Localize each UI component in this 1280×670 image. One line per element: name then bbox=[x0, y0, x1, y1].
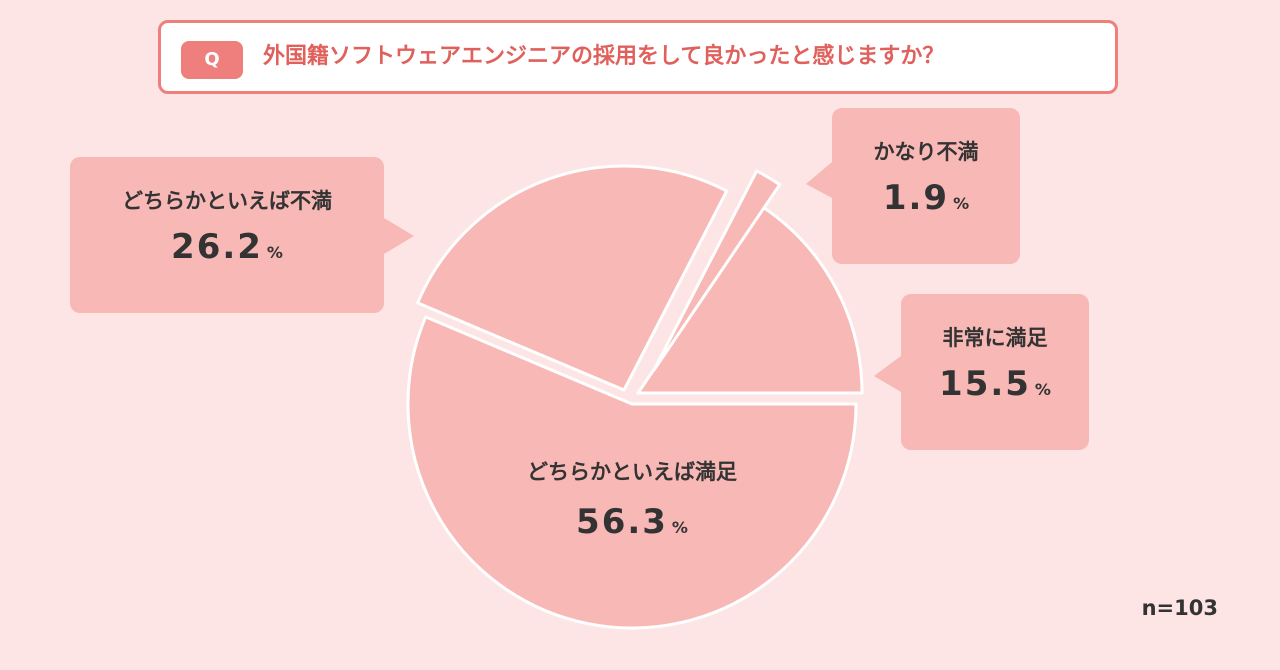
slice-label-very-satisfied: 非常に満足 bbox=[942, 326, 1048, 350]
callout-pointer-quite-dissatisfied bbox=[806, 162, 832, 198]
callout-very-satisfied: 非常に満足 15.5% bbox=[901, 294, 1089, 450]
pie-slice-somewhat-satisfied bbox=[406, 315, 858, 630]
slice-value-somewhat-dissatisfied: 26.2% bbox=[171, 227, 283, 267]
pie-slice-quite-dissatisfied bbox=[652, 169, 782, 372]
pie-slice-somewhat-dissatisfied bbox=[416, 164, 729, 392]
callout-quite-dissatisfied: かなり不満 1.9% bbox=[832, 108, 1020, 264]
pie-slice-very-satisfied bbox=[636, 206, 864, 395]
callout-pointer-very-satisfied bbox=[874, 356, 901, 392]
slice-label-quite-dissatisfied: かなり不満 bbox=[873, 140, 979, 164]
inside-label-somewhat-satisfied: どちらかといえば満足 56.3% bbox=[462, 456, 802, 542]
callout-somewhat-dissatisfied: どちらかといえば不満 26.2% bbox=[70, 157, 384, 313]
question-badge: Q bbox=[181, 41, 243, 79]
sample-size: n=103 bbox=[1141, 596, 1218, 620]
slice-value-quite-dissatisfied: 1.9% bbox=[882, 178, 970, 218]
slice-value-somewhat-satisfied: 56.3% bbox=[576, 502, 688, 542]
pie-slices bbox=[406, 164, 864, 630]
callout-pointer-somewhat-dissatisfied bbox=[384, 218, 414, 254]
question-box: Q 外国籍ソフトウェアエンジニアの採用をして良かったと感じますか？ bbox=[158, 20, 1118, 94]
question-text: 外国籍ソフトウェアエンジニアの採用をして良かったと感じますか？ bbox=[263, 44, 945, 69]
slice-label-somewhat-satisfied: どちらかといえば満足 bbox=[527, 460, 737, 484]
slice-label-somewhat-dissatisfied: どちらかといえば不満 bbox=[122, 189, 332, 213]
slice-value-very-satisfied: 15.5% bbox=[939, 364, 1051, 404]
